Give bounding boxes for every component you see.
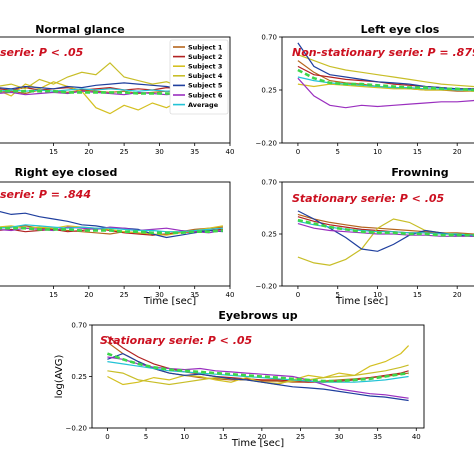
x-tick-label: 35 (373, 433, 382, 441)
chart-panel-4: 0 5 10 15 20 0.70 0.25 −0.20 Frowning Stationary … (256, 166, 474, 307)
y-tick-label: −0.20 (256, 140, 277, 148)
mean-dashed-series-line (0, 226, 224, 235)
panel-title: Right eye closed (15, 166, 118, 179)
x-tick-label: 10 (373, 148, 382, 156)
x-tick-label: 15 (219, 433, 228, 441)
stationarity-annotation: Non-stationary serie: P = .879 (292, 46, 474, 59)
x-tick-label: 10 (373, 291, 382, 299)
legend-entry: Subject 6 (188, 91, 223, 99)
series-group (0, 211, 224, 239)
x-tick-label: 20 (257, 433, 266, 441)
x-tick-label: 40 (226, 291, 235, 299)
x-axis-label: Time [sec] (335, 296, 388, 307)
y-tick-label: 0.25 (71, 373, 87, 381)
stationarity-annotation: serie: P < .05 (0, 46, 84, 59)
y-tick-label: −0.20 (66, 425, 87, 433)
x-tick-label: 40 (412, 433, 421, 441)
legend-entry: Average (188, 101, 219, 109)
panel-title: Left eye clos (361, 23, 440, 36)
x-tick-label: 25 (120, 148, 129, 156)
x-tick-label: 0 (296, 148, 300, 156)
series-group (297, 42, 474, 109)
axes-frame (0, 36, 231, 144)
x-tick-label: 20 (84, 148, 93, 156)
legend-entry: Subject 2 (188, 53, 222, 61)
panel-title: Eyebrows up (218, 309, 297, 322)
x-tick-label: 0 (105, 433, 109, 441)
stationarity-annotation: Stationary serie: P < .05 (292, 192, 445, 205)
x-tick-label: 20 (453, 291, 462, 299)
chart-panel-5: 0 5 10 15 20 25 30 35 40 0.70 0.25 −0.20 Eyebrows up… (54, 309, 425, 449)
x-axis-label: Time [sec] (231, 438, 284, 449)
series-line-4 (297, 54, 474, 88)
legend-entry: Subject 4 (188, 72, 223, 80)
y-axis-label: log(AVG) (54, 354, 65, 398)
series-line-1 (297, 213, 474, 235)
stationarity-annotation: serie: P = .844 (0, 188, 91, 201)
x-tick-label: 40 (226, 148, 235, 156)
x-tick-label: 15 (413, 291, 422, 299)
chart-panel-1: 15 20 25 30 35 40 Normal glance serie: P < .05 S… (0, 23, 234, 156)
series-line-7 (107, 361, 409, 383)
chart-panel-2: 0 5 10 15 20 0.70 0.25 −0.20 Left eye clos Non-st… (256, 23, 474, 156)
panel-title: Normal glance (35, 23, 125, 36)
mean-dashed-series-line (106, 352, 409, 383)
x-tick-label: 30 (155, 291, 164, 299)
stationarity-annotation: Stationary serie: P < .05 (100, 334, 253, 347)
series-group (0, 62, 224, 115)
mean-dashed-series-line (297, 68, 474, 92)
series-line-6 (107, 356, 409, 399)
x-tick-label: 35 (190, 291, 199, 299)
y-tick-label: 0.70 (71, 322, 87, 330)
series-group (106, 335, 410, 402)
mean-dashed-series-line (297, 218, 474, 237)
x-tick-label: 25 (296, 433, 305, 441)
y-tick-label: −0.20 (256, 283, 277, 291)
x-tick-label: 5 (336, 148, 340, 156)
y-tick-label: 0.25 (261, 87, 277, 95)
series-group (297, 210, 474, 266)
legend-entry: Subject 3 (188, 63, 222, 71)
series-line-5 (107, 352, 409, 402)
x-axis-label: Time [sec] (143, 296, 196, 307)
x-tick-label: 15 (49, 148, 58, 156)
x-tick-label: 10 (180, 433, 189, 441)
y-tick-label: 0.70 (261, 34, 277, 42)
x-tick-label: 5 (336, 291, 340, 299)
series-line-6 (297, 77, 474, 109)
y-tick-label: 0.70 (261, 179, 277, 187)
x-tick-label: 20 (453, 148, 462, 156)
x-tick-label: 5 (144, 433, 148, 441)
x-tick-label: 30 (155, 148, 164, 156)
x-tick-label: 15 (49, 291, 58, 299)
chart-panel-3: 15 20 25 30 35 40 Right eye closed serie: P = .… (0, 166, 234, 307)
legend-entry: Subject 5 (188, 82, 223, 90)
y-tick-label: 0.25 (261, 231, 277, 239)
panel-title: Frowning (391, 166, 448, 179)
axes-frame (0, 181, 231, 287)
legend-entry: Subject 1 (188, 43, 223, 51)
x-tick-label: 25 (120, 291, 129, 299)
x-tick-label: 15 (413, 148, 422, 156)
x-tick-label: 30 (335, 433, 344, 441)
x-tick-label: 0 (296, 291, 300, 299)
x-tick-label: 35 (190, 148, 199, 156)
x-tick-label: 20 (84, 291, 93, 299)
